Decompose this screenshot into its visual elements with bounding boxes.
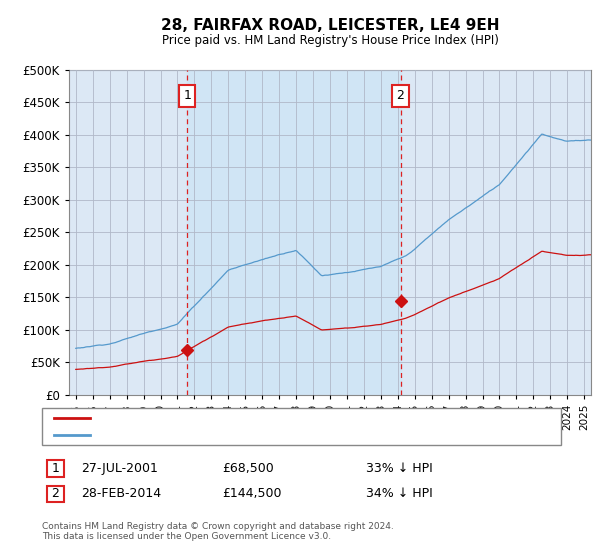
Text: 28-FEB-2014: 28-FEB-2014	[81, 487, 161, 501]
Text: 2: 2	[397, 90, 404, 102]
Text: 33% ↓ HPI: 33% ↓ HPI	[366, 462, 433, 475]
Bar	[187, 70, 401, 395]
Text: 28, FAIRFAX ROAD, LEICESTER, LE4 9EH (detached house): 28, FAIRFAX ROAD, LEICESTER, LE4 9EH (de…	[99, 413, 416, 423]
Text: £144,500: £144,500	[222, 487, 281, 501]
Text: HPI: Average price, detached house, Leicester: HPI: Average price, detached house, Leic…	[99, 430, 351, 440]
Text: 2: 2	[51, 487, 59, 501]
Text: Contains HM Land Registry data © Crown copyright and database right 2024.
This d: Contains HM Land Registry data © Crown c…	[42, 522, 394, 542]
Text: 1: 1	[51, 462, 59, 475]
Text: 1: 1	[183, 90, 191, 102]
Text: 28, FAIRFAX ROAD, LEICESTER, LE4 9EH: 28, FAIRFAX ROAD, LEICESTER, LE4 9EH	[161, 18, 499, 32]
Text: £68,500: £68,500	[222, 462, 274, 475]
Text: 34% ↓ HPI: 34% ↓ HPI	[366, 487, 433, 501]
Text: 27-JUL-2001: 27-JUL-2001	[81, 462, 158, 475]
Text: Price paid vs. HM Land Registry's House Price Index (HPI): Price paid vs. HM Land Registry's House …	[161, 34, 499, 47]
